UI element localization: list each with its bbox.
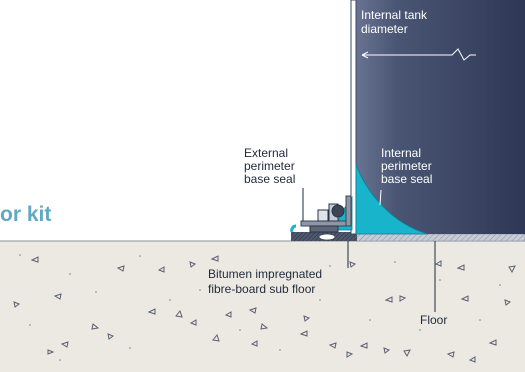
concrete-base: [0, 241, 525, 372]
internal-seal-label-line: perimeter: [381, 159, 432, 173]
angle-bracket-horizontal: [301, 221, 351, 226]
washer: [319, 234, 335, 240]
subfloor-label-line: Bitumen impregnated: [208, 267, 322, 281]
floor-label: Floor: [420, 313, 447, 327]
heading-fragment: or kit: [0, 203, 51, 226]
internal-seal-label-line: base seal: [381, 172, 432, 186]
angle-bracket-vertical: [346, 196, 351, 226]
external-seal-label: External perimeter base seal: [244, 146, 298, 186]
subfloor-label-line: fibre-board sub floor: [208, 282, 315, 296]
tank-diameter-label-line: Internal tank: [361, 8, 428, 22]
external-seal-label-line: perimeter: [244, 159, 295, 173]
anchor-bolt-hardware: [292, 204, 344, 232]
tank-diameter-label-line: diameter: [361, 22, 408, 36]
external-seal-label-line: base seal: [244, 172, 295, 186]
external-seal-label-line: External: [244, 146, 288, 160]
subfloor-label: Bitumen impregnated fibre-board sub floo…: [208, 267, 325, 296]
internal-seal-label-line: Internal: [381, 146, 421, 160]
